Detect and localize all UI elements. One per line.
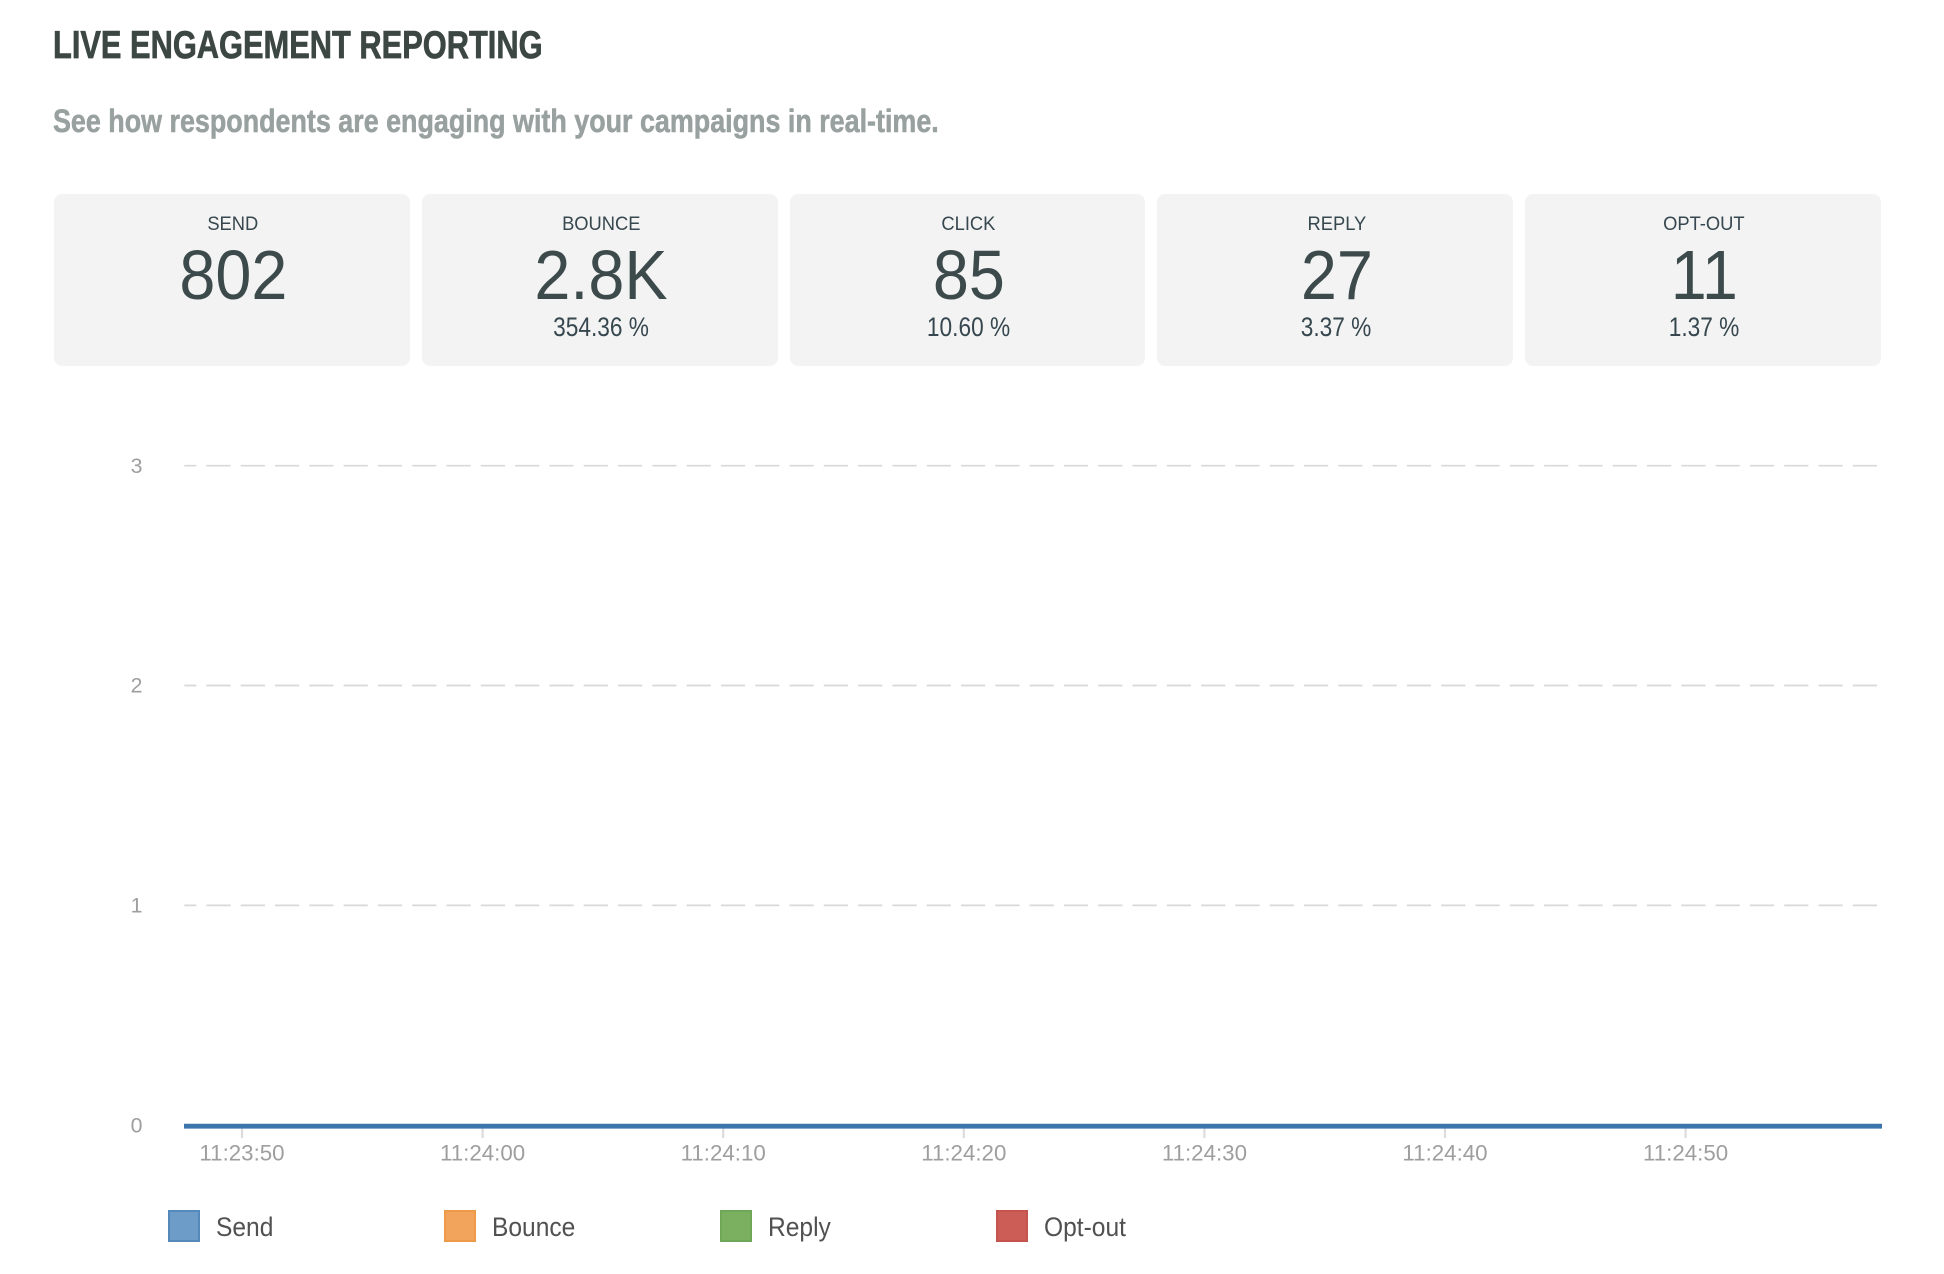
svg-text:11:24:00: 11:24:00 xyxy=(440,1141,525,1166)
svg-text:11:23:50: 11:23:50 xyxy=(199,1141,284,1166)
svg-text:11:24:10: 11:24:10 xyxy=(681,1141,766,1166)
svg-text:2: 2 xyxy=(131,674,143,698)
svg-text:3: 3 xyxy=(131,454,143,478)
svg-text:11:24:50: 11:24:50 xyxy=(1643,1141,1728,1166)
svg-text:1: 1 xyxy=(131,894,143,918)
svg-text:11:24:30: 11:24:30 xyxy=(1162,1141,1247,1166)
svg-text:11:24:40: 11:24:40 xyxy=(1402,1141,1487,1166)
svg-text:11:24:20: 11:24:20 xyxy=(921,1141,1006,1166)
svg-text:0: 0 xyxy=(131,1113,143,1137)
